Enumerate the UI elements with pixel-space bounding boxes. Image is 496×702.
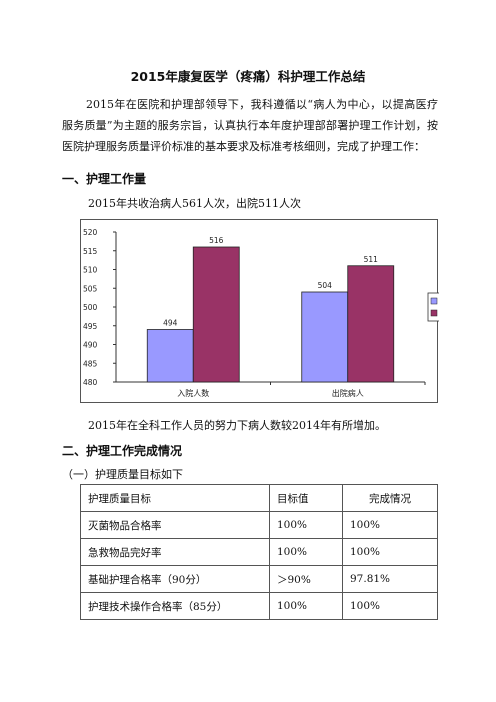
bar bbox=[301, 291, 349, 383]
document-title: 2015年康复医学（疼痛）科护理工作总结 bbox=[130, 69, 366, 84]
chart-svg: 480 485 490 495 500 505 510 515 520 494 516 入院人数 504… bbox=[83, 228, 439, 398]
table-header-row: 护理质量目标 目标值 完成情况 bbox=[80, 484, 438, 512]
bar-value-label: 494 bbox=[163, 319, 178, 328]
section-heading-completion: 二、护理工作完成情况 bbox=[62, 444, 183, 458]
y-tick-label: 485 bbox=[83, 359, 98, 368]
table-row: 灭菌物品合格率 100% 100% bbox=[80, 511, 438, 539]
legend-swatch bbox=[430, 297, 438, 305]
table-row: 护理技术操作合格率（85分） 100% 100% bbox=[80, 592, 438, 620]
y-tick-label: 480 bbox=[83, 378, 98, 387]
table-cell: 100% bbox=[269, 538, 343, 566]
y-tick-label: 520 bbox=[83, 228, 98, 237]
table-cell: 急救物品完好率 bbox=[80, 538, 270, 566]
table-row: 基础护理合格率（90分） ＞90% 97.81% bbox=[80, 565, 438, 593]
table-cell: ＞90% bbox=[269, 565, 343, 593]
y-tick-label: 495 bbox=[83, 322, 98, 331]
table-cell: 基础护理合格率（90分） bbox=[80, 565, 270, 593]
x-tick-label: 出院病人 bbox=[332, 388, 364, 398]
intro-paragraph: 2015年在医院和护理部领导下，我科遵循以“病人为中心，以提高医疗服务质量”为主… bbox=[62, 98, 438, 153]
y-tick-label: 500 bbox=[83, 303, 98, 312]
table-cell: 100% bbox=[342, 538, 438, 566]
workload-summary: 2015年共收治病人561人次，出院511人次 bbox=[88, 197, 301, 210]
header-cell-result: 完成情况 bbox=[342, 484, 438, 512]
y-tick-label: 510 bbox=[83, 266, 98, 275]
table-cell: 灭菌物品合格率 bbox=[80, 511, 270, 539]
bar-value-label: 504 bbox=[318, 281, 333, 290]
table-cell: 护理技术操作合格率（85分） bbox=[80, 592, 270, 620]
section-heading-workload: 一、护理工作量 bbox=[62, 172, 147, 186]
subsection-heading-quality-goals: （一）护理质量目标如下 bbox=[62, 468, 183, 481]
bar-value-label: 516 bbox=[209, 236, 224, 245]
y-tick-label: 490 bbox=[83, 341, 98, 350]
quality-goals-table: 护理质量目标 目标值 完成情况 灭菌物品合格率 100% 100% 急救物品完好… bbox=[80, 484, 438, 620]
table-cell: 100% bbox=[269, 592, 343, 620]
header-cell-goal: 护理质量目标 bbox=[80, 484, 270, 512]
header-cell-target: 目标值 bbox=[269, 484, 343, 512]
bar bbox=[347, 265, 395, 383]
bar bbox=[192, 246, 240, 383]
chart-note: 2015年在全科工作人员的努力下病人数较2014年有所增加。 bbox=[88, 419, 386, 432]
table-cell: 100% bbox=[342, 511, 438, 539]
legend-box bbox=[427, 292, 439, 322]
y-tick-label: 515 bbox=[83, 247, 98, 256]
legend-swatch bbox=[430, 309, 438, 317]
table-cell: 100% bbox=[342, 592, 438, 620]
y-tick-label: 505 bbox=[83, 284, 98, 293]
bar bbox=[146, 329, 194, 383]
table-cell: 100% bbox=[269, 511, 343, 539]
table-row: 急救物品完好率 100% 100% bbox=[80, 538, 438, 566]
patient-bar-chart: 480 485 490 495 500 505 510 515 520 494 516 入院人数 504… bbox=[80, 219, 439, 403]
x-tick-label: 入院人数 bbox=[177, 388, 209, 398]
bar-value-label: 511 bbox=[364, 255, 379, 264]
table-cell: 97.81% bbox=[342, 565, 438, 593]
